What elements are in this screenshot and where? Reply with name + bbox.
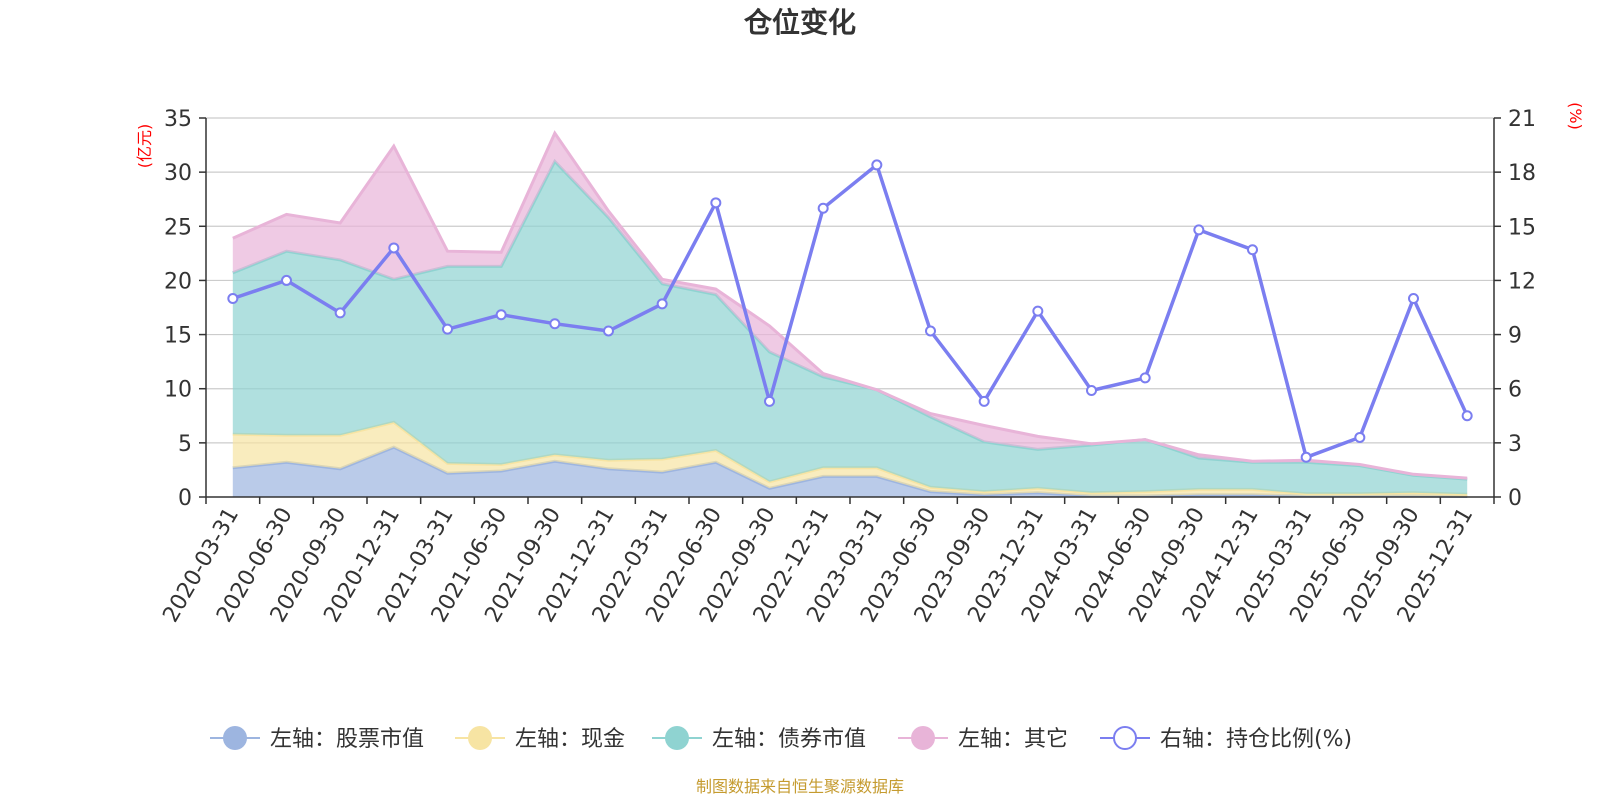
ratio-point — [978, 395, 990, 407]
legend-item: 左轴：股票市值 — [210, 726, 424, 752]
chart-title: 仓位变化 — [744, 6, 856, 39]
legend-label: 左轴：债券市值 — [712, 727, 866, 752]
ratio-point — [1300, 451, 1312, 463]
right-axis-unit: (%) — [1566, 102, 1585, 130]
right-axis-tick-label: 18 — [1508, 161, 1536, 186]
right-axis-tick-label: 6 — [1508, 378, 1522, 403]
right-axis-tick-label: 0 — [1508, 486, 1522, 511]
ratio-point — [1461, 410, 1473, 422]
ratio-point — [495, 309, 507, 321]
right-axis-tick-label: 9 — [1508, 324, 1522, 349]
legend-swatch-marker — [911, 726, 935, 750]
legend-item: 左轴：债券市值 — [652, 726, 866, 752]
left-axis-tick-label: 15 — [164, 324, 192, 349]
right-axis-tick-label: 21 — [1508, 107, 1536, 132]
left-axis-tick-label: 35 — [164, 107, 192, 132]
area-edge-左轴：其它 — [232, 130, 1468, 480]
stacked-areas — [232, 130, 1468, 498]
ratio-point — [710, 197, 722, 209]
ratio-point — [656, 298, 668, 310]
ratio-point — [227, 292, 239, 304]
left-axis-tick-label: 0 — [178, 486, 192, 511]
ratio-line-path — [232, 163, 1469, 460]
ratio-point — [1193, 224, 1205, 236]
ratio-point — [1354, 431, 1366, 443]
legend-label: 左轴：股票市值 — [270, 727, 424, 752]
left-axis-tick-label: 10 — [164, 378, 192, 403]
legend-label: 右轴：持仓比例(%) — [1160, 727, 1352, 752]
ratio-point — [817, 202, 829, 214]
legend-swatch-marker — [223, 726, 247, 750]
legend: 左轴：股票市值 左轴：现金 左轴：债券市值 左轴：其它 右轴：持仓比例(%) — [210, 726, 1352, 752]
ratio-point — [442, 323, 453, 335]
ratio-point — [281, 274, 292, 286]
ratio-point — [334, 307, 346, 319]
right-axis-tick-label: 3 — [1508, 432, 1522, 457]
ratio-point — [1139, 372, 1151, 384]
left-axis-tick-label: 25 — [164, 215, 192, 240]
legend-swatch-marker — [665, 726, 689, 750]
ratio-point — [1086, 385, 1097, 397]
ratio-point — [549, 318, 561, 330]
ratio-point — [1032, 305, 1044, 317]
right-axis-tick-label: 12 — [1508, 269, 1536, 294]
ratio-point — [1408, 292, 1419, 304]
area-左轴：债券市值 — [232, 161, 1468, 495]
ratio-point — [764, 395, 775, 407]
legend-label: 左轴：其它 — [958, 727, 1068, 752]
legend-swatch-marker — [1113, 726, 1137, 750]
left-axis-unit: (亿元) — [135, 124, 154, 169]
left-axis-tick-label: 20 — [164, 269, 192, 294]
ratio-point — [925, 325, 936, 337]
legend-swatch-marker — [468, 726, 492, 750]
ratio-point — [603, 325, 614, 337]
left-axis-tick-label: 5 — [178, 432, 192, 457]
legend-label: 左轴：现金 — [515, 727, 625, 752]
ratio-point — [1247, 244, 1258, 256]
ratio-point — [871, 159, 883, 171]
ratio-point — [388, 242, 400, 254]
left-axis-tick-label: 30 — [164, 161, 192, 186]
position-ratio-line — [227, 159, 1473, 463]
legend-item: 右轴：持仓比例(%) — [1100, 726, 1352, 752]
right-axis-tick-label: 15 — [1508, 215, 1536, 240]
area-左轴：股票市值 — [232, 447, 1468, 497]
legend-item: 左轴：现金 — [455, 726, 625, 752]
legend-item: 左轴：其它 — [898, 726, 1068, 752]
source-note: 制图数据来自恒生聚源数据库 — [696, 777, 904, 796]
